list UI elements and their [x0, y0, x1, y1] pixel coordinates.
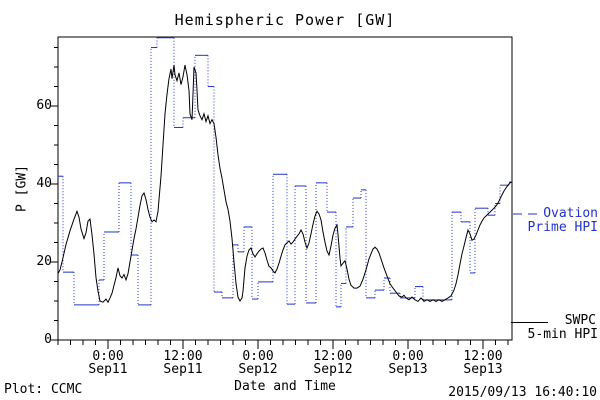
- x-tick-label: 0:00 Sep12: [238, 349, 278, 377]
- x-axis-title: Date and Time: [234, 379, 336, 394]
- y-tick-label: 60: [36, 98, 52, 114]
- x-tick-label: 12:00 Sep12: [313, 349, 353, 377]
- plot-title: Hemispheric Power [GW]: [174, 11, 396, 29]
- y-tick-label: 40: [36, 176, 52, 191]
- plot-timestamp: 2015/09/13 16:40:10: [448, 385, 597, 400]
- x-tick-label: 12:00 Sep11: [163, 349, 203, 377]
- legend-ovation-label-line1: Ovation: [543, 206, 598, 221]
- plot-credit: Plot: CCMC: [4, 382, 83, 397]
- x-tick-label: 12:00 Sep13: [463, 349, 503, 377]
- legend-swpc-label-line1: SWPC: [564, 313, 596, 328]
- x-tick-label: 0:00 Sep13: [388, 349, 428, 377]
- legend-ovation-label-line2: Prime HPI: [527, 220, 598, 235]
- x-tick-label: 0:00 Sep11: [88, 349, 128, 377]
- legend-swpc-label-line2: 5-min HPI: [527, 327, 598, 342]
- y-tick-label: 20: [36, 254, 52, 269]
- y-tick-label: 0: [44, 332, 52, 347]
